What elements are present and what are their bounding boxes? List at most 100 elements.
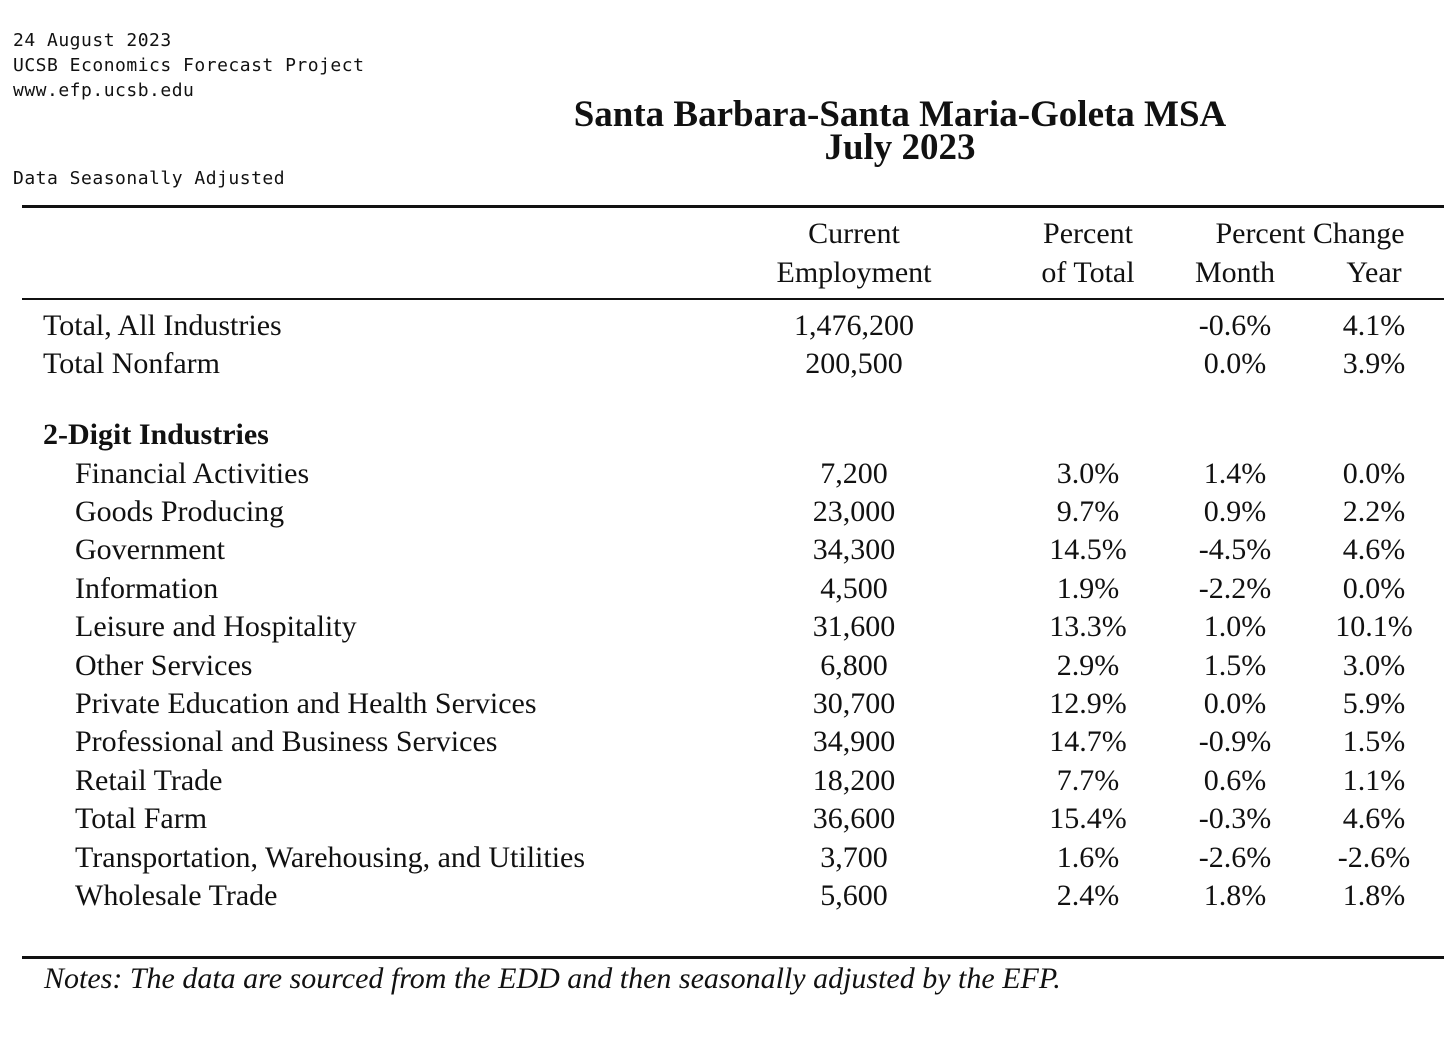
row-percent: 2.9% [1056, 649, 1120, 682]
row-month-change: 1.0% [1203, 610, 1267, 643]
report-date: 24 August 2023 [13, 30, 172, 51]
row-year-change: 4.6% [1342, 533, 1406, 566]
row-month-change: 1.5% [1203, 649, 1267, 682]
row-year-change: 2.2% [1342, 495, 1406, 528]
col-change-group-header: Percent Change [1215, 217, 1405, 250]
row-employment: 6,800 [820, 649, 888, 682]
col-employment-line2: Employment [776, 256, 932, 289]
row-employment: 31,600 [812, 610, 896, 643]
row-year-change: 0.0% [1342, 457, 1406, 490]
row-percent: 14.5% [1049, 533, 1127, 566]
row-percent: 9.7% [1056, 495, 1120, 528]
table-row: Transportation, Warehousing, and Utiliti… [0, 839, 1456, 877]
col-percent-line1: Percent [1043, 217, 1133, 250]
row-percent: 12.9% [1049, 687, 1127, 720]
col-percent-line2: of Total [1041, 256, 1135, 289]
col-month-header: Month [1194, 256, 1275, 289]
row-year-change: 1.5% [1342, 725, 1406, 758]
col-employment-header: Current Employment [754, 214, 954, 292]
row-year-change: 4.1% [1342, 309, 1406, 342]
section-heading: 2-Digit Industries [43, 418, 269, 451]
row-month-change: -0.6% [1198, 309, 1272, 342]
row-percent: 2.4% [1056, 879, 1120, 912]
row-label: Total Nonfarm [43, 347, 221, 380]
row-year-change: 3.9% [1342, 347, 1406, 380]
row-percent: 7.7% [1056, 764, 1120, 797]
table-row: Total Farm 36,600 15.4% -0.3% 4.6% [0, 800, 1456, 838]
row-month-change: 0.9% [1203, 495, 1267, 528]
row-month-change: 0.6% [1203, 764, 1267, 797]
row-percent: 13.3% [1049, 610, 1127, 643]
row-month-change: 1.4% [1203, 457, 1267, 490]
row-year-change: 0.0% [1342, 572, 1406, 605]
row-employment: 36,600 [812, 802, 896, 835]
row-year-change: 5.9% [1342, 687, 1406, 720]
row-employment: 7,200 [820, 457, 888, 490]
row-label: Private Education and Health Services [75, 687, 537, 720]
row-year-change: -2.6% [1337, 841, 1411, 874]
table-notes: Notes: The data are sourced from the EDD… [44, 962, 1061, 995]
title-region: Santa Barbara-Santa Maria-Goleta MSA [573, 94, 1227, 135]
row-employment: 5,600 [820, 879, 888, 912]
col-year-header: Year [1346, 256, 1402, 289]
row-label: Other Services [75, 649, 253, 682]
section-heading-row: 2-Digit Industries [0, 416, 1456, 454]
table-row: Leisure and Hospitality 31,600 13.3% 1.0… [0, 608, 1456, 646]
row-employment: 34,300 [812, 533, 896, 566]
table-bottom-rule [22, 956, 1444, 959]
row-label: Total, All Industries [43, 309, 282, 342]
row-month-change: 0.0% [1203, 687, 1267, 720]
row-employment: 4,500 [820, 572, 888, 605]
row-year-change: 1.1% [1342, 764, 1406, 797]
row-label: Leisure and Hospitality [75, 610, 357, 643]
row-percent: 1.6% [1056, 841, 1120, 874]
row-month-change: -4.5% [1198, 533, 1272, 566]
row-month-change: -0.9% [1198, 725, 1272, 758]
row-employment: 1,476,200 [794, 309, 914, 342]
row-employment: 18,200 [812, 764, 896, 797]
row-label: Information [75, 572, 219, 605]
row-employment: 34,900 [812, 725, 896, 758]
website-url: www.efp.ucsb.edu [13, 80, 195, 101]
table-header-rule [22, 298, 1444, 300]
table-row: Total Nonfarm 200,500 0.0% 3.9% [0, 345, 1456, 383]
row-label: Financial Activities [75, 457, 310, 490]
row-label: Transportation, Warehousing, and Utiliti… [75, 841, 586, 874]
row-employment: 200,500 [805, 347, 903, 380]
row-year-change: 10.1% [1335, 610, 1413, 643]
row-label: Goods Producing [75, 495, 285, 528]
adjustment-note: Data Seasonally Adjusted [13, 168, 286, 189]
row-label: Government [75, 533, 225, 566]
row-month-change: 0.0% [1203, 347, 1267, 380]
row-employment: 23,000 [812, 495, 896, 528]
row-percent: 1.9% [1056, 572, 1120, 605]
row-label: Retail Trade [75, 764, 223, 797]
row-percent: 14.7% [1049, 725, 1127, 758]
table-row: Financial Activities 7,200 3.0% 1.4% 0.0… [0, 455, 1456, 493]
row-percent: 3.0% [1056, 457, 1120, 490]
table-row: Other Services 6,800 2.9% 1.5% 3.0% [0, 647, 1456, 685]
table-row: Goods Producing 23,000 9.7% 0.9% 2.2% [0, 493, 1456, 531]
table-row: Government 34,300 14.5% -4.5% 4.6% [0, 531, 1456, 569]
document-meta: 24 August 2023 UCSB Economics Forecast P… [13, 28, 364, 103]
table-row: Professional and Business Services 34,90… [0, 723, 1456, 761]
row-month-change: -0.3% [1198, 802, 1272, 835]
row-month-change: 1.8% [1203, 879, 1267, 912]
page-title: Santa Barbara-Santa Maria-Goleta MSA Jul… [500, 94, 1300, 168]
row-month-change: -2.6% [1198, 841, 1272, 874]
row-year-change: 1.8% [1342, 879, 1406, 912]
col-percent-header: Percent of Total [988, 214, 1188, 292]
row-label: Professional and Business Services [75, 725, 498, 758]
row-year-change: 3.0% [1342, 649, 1406, 682]
table-row: Wholesale Trade 5,600 2.4% 1.8% 1.8% [0, 877, 1456, 915]
title-period: July 2023 [824, 127, 976, 168]
row-year-change: 4.6% [1342, 802, 1406, 835]
table-row: Private Education and Health Services 30… [0, 685, 1456, 723]
col-employment-line1: Current [808, 217, 900, 250]
table-row: Information 4,500 1.9% -2.2% 0.0% [0, 570, 1456, 608]
row-employment: 30,700 [812, 687, 896, 720]
row-label: Total Farm [75, 802, 208, 835]
row-employment: 3,700 [820, 841, 888, 874]
row-month-change: -2.2% [1198, 572, 1272, 605]
row-percent: 15.4% [1049, 802, 1127, 835]
